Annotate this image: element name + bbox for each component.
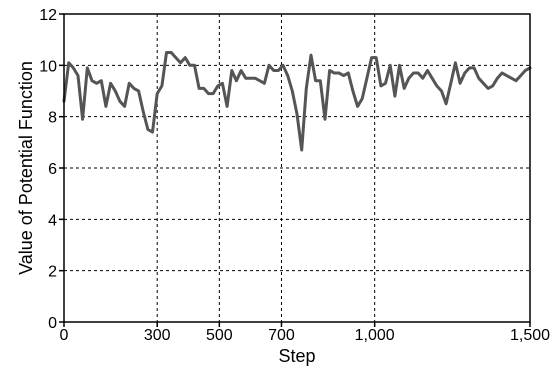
series-layer (62, 51, 532, 152)
y-tick-label: 2 (48, 264, 57, 281)
y-tick-label: 10 (39, 58, 57, 75)
y-axis-title: Value of Potential Function (16, 61, 36, 275)
x-tick-label: 300 (144, 327, 171, 344)
y-tick-label: 4 (48, 212, 57, 229)
series-line (62, 51, 532, 152)
x-tick-label: 500 (206, 327, 233, 344)
x-axis-title: Step (278, 346, 315, 366)
y-tick-label: 8 (48, 110, 57, 127)
tick-layer: 0 2 4 6 8 10 12 0 300 500 700 1,000 1,500 (39, 7, 550, 344)
y-tick-label: 6 (48, 161, 57, 178)
y-tick-label: 12 (39, 7, 57, 24)
x-tick-label: 0 (60, 327, 69, 344)
x-tick-label: 1,000 (355, 327, 395, 344)
grid-layer (64, 14, 530, 322)
x-tick-label: 1,500 (510, 327, 550, 344)
y-tick-label: 0 (48, 315, 57, 332)
x-tick-label: 700 (268, 327, 295, 344)
